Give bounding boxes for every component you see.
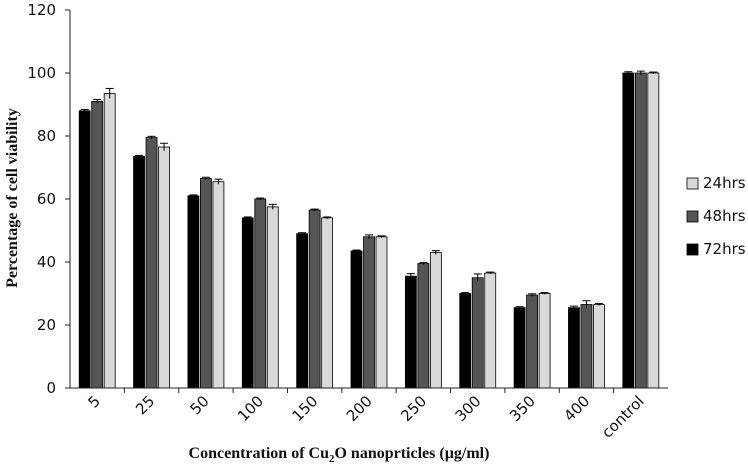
legend-swatch-24hrs — [686, 177, 699, 190]
bar-24hrs-200 — [375, 236, 388, 389]
legend-swatch-48hrs — [686, 210, 699, 223]
y-tick-label: 40 — [37, 253, 56, 271]
bar-72hrs-100 — [241, 217, 254, 389]
bars — [78, 72, 660, 389]
x-tick-label: 50 — [187, 392, 213, 418]
error-bars — [80, 70, 658, 310]
x-tick-label: 150 — [288, 392, 321, 425]
y-tick-label: 20 — [37, 316, 56, 334]
bar-72hrs-25 — [133, 156, 145, 389]
y-axis-ticks: 0 20 40 60 80 100 120 — [27, 1, 70, 397]
bar-72hrs-300 — [459, 293, 472, 389]
y-tick-label: 100 — [27, 64, 56, 82]
y-axis-title: Percentage of cell viability — [4, 108, 21, 288]
bar-72hrs-50 — [187, 195, 200, 389]
x-axis-title: Concentration of Cu2O nanoprticles (µg/m… — [189, 445, 490, 465]
x-tick-label: 350 — [506, 392, 539, 425]
bar-48hrs-25 — [145, 137, 158, 389]
bar-24hrs-control — [647, 72, 660, 389]
bar-72hrs-5 — [78, 110, 91, 389]
bar-24hrs-350 — [538, 293, 551, 389]
y-tick-label: 0 — [46, 379, 56, 397]
x-axis-title-main: Concentration of Cu — [189, 445, 330, 462]
bar-24hrs-400 — [593, 304, 605, 389]
bar-48hrs-200 — [363, 236, 375, 389]
y-tick-label: 120 — [27, 1, 56, 19]
bar-48hrs-control — [634, 72, 647, 389]
legend-label-24hrs: 24hrs — [703, 174, 746, 192]
y-tick-label: 60 — [37, 190, 56, 208]
y-tick-label: 80 — [37, 127, 56, 145]
bar-24hrs-150 — [321, 217, 334, 389]
bar-48hrs-5 — [91, 100, 104, 389]
x-axis-title-rest: O nanoprticles (µg/ml) — [334, 445, 489, 462]
bar-48hrs-350 — [526, 294, 538, 389]
legend-label-72hrs: 72hrs — [703, 240, 746, 258]
bar-24hrs-25 — [158, 146, 170, 389]
bar-72hrs-400 — [568, 307, 580, 389]
x-tick-label: 400 — [560, 392, 593, 425]
legend: 24hrs 48hrs 72hrs — [686, 174, 746, 258]
bar-24hrs-50 — [212, 181, 225, 389]
bar-48hrs-150 — [308, 209, 321, 389]
x-tick-label: 100 — [234, 392, 267, 425]
bar-48hrs-300 — [471, 277, 484, 389]
x-tick-label: 250 — [397, 392, 430, 425]
bar-72hrs-250 — [404, 275, 417, 389]
x-tick-label: control — [598, 392, 647, 441]
x-axis-title-subscript: 2 — [329, 453, 335, 465]
bar-72hrs-350 — [513, 307, 526, 389]
x-tick-label: 25 — [132, 392, 158, 418]
x-tick-label: 300 — [452, 392, 485, 425]
bar-24hrs-300 — [484, 272, 497, 389]
bar-24hrs-250 — [429, 252, 442, 389]
axes — [69, 10, 668, 389]
bar-48hrs-250 — [417, 263, 430, 389]
x-tick-label: 200 — [343, 392, 376, 425]
legend-label-48hrs: 48hrs — [703, 207, 746, 225]
bar-72hrs-control — [622, 72, 635, 389]
bar-24hrs-100 — [266, 206, 279, 389]
legend-swatch-72hrs — [686, 243, 699, 256]
bar-72hrs-150 — [296, 233, 309, 389]
bar-48hrs-50 — [200, 178, 212, 389]
bar-48hrs-100 — [254, 198, 267, 389]
bar-24hrs-5 — [103, 93, 116, 389]
x-tick-label: 5 — [85, 392, 104, 411]
bar-48hrs-400 — [580, 304, 593, 389]
bar-72hrs-200 — [350, 250, 363, 389]
x-axis-ticks: 5 25 50 100 150 200 250 300 350 400 control — [85, 388, 648, 442]
